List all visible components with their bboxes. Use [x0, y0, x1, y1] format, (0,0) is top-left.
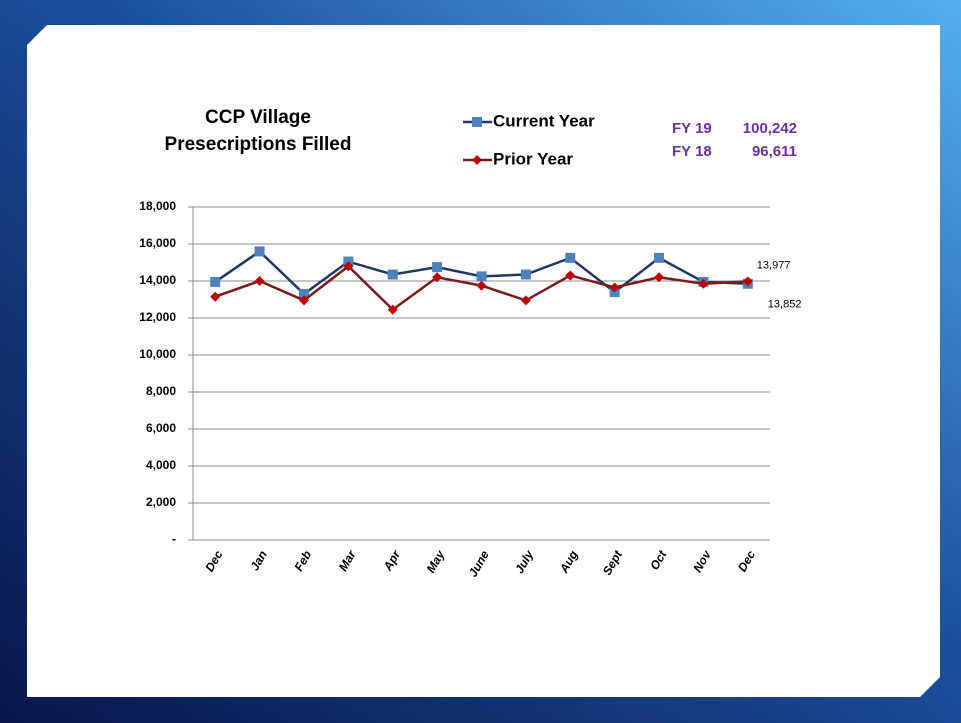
chart-title: Presecriptions Filled — [165, 134, 352, 155]
marker — [432, 262, 443, 273]
marker — [565, 252, 576, 263]
annotation-value: 96,611 — [752, 143, 797, 160]
y-tick-label: 4,000 — [146, 458, 176, 472]
marker — [254, 276, 265, 286]
marker — [476, 280, 487, 291]
data-label: 13,977 — [757, 259, 791, 271]
chart: CCP Village Presecriptions Filled - 2,000 4,… — [139, 107, 801, 579]
marker — [298, 288, 309, 299]
marker — [298, 295, 309, 306]
legend-label: Current Year — [493, 111, 595, 130]
y-tick-label: 12,000 — [139, 310, 176, 324]
y-tick-label: - — [172, 532, 176, 546]
marker — [476, 271, 487, 282]
y-tick-label: 18,000 — [139, 199, 176, 213]
marker — [698, 278, 709, 289]
marker — [210, 276, 221, 287]
legend-marker — [472, 117, 482, 127]
slide-panel — [27, 25, 940, 697]
marker — [654, 252, 665, 263]
marker — [609, 282, 620, 293]
y-tick-label: 10,000 — [139, 347, 176, 361]
marker — [520, 295, 531, 306]
data-label: 13,852 — [768, 299, 802, 311]
legend-marker — [472, 155, 482, 165]
y-tick-label: 14,000 — [139, 273, 176, 287]
marker — [387, 304, 398, 315]
marker — [654, 272, 665, 283]
y-tick-label: 2,000 — [146, 495, 176, 509]
y-tick-label: 8,000 — [146, 384, 176, 398]
marker — [210, 291, 221, 302]
y-tick-label: 6,000 — [146, 421, 176, 435]
legend-label: Prior Year — [493, 149, 573, 168]
annotation-value: 100,242 — [743, 120, 797, 137]
marker — [520, 269, 531, 280]
y-tick-label: 16,000 — [139, 236, 176, 250]
annotation-label: FY 18 — [672, 143, 712, 160]
marker — [343, 261, 354, 272]
annotation-label: FY 19 — [672, 120, 712, 137]
marker — [742, 276, 753, 287]
marker — [432, 272, 443, 283]
marker — [387, 269, 398, 280]
chart-title: CCP Village — [205, 107, 311, 128]
marker — [565, 270, 576, 281]
marker — [254, 246, 265, 257]
